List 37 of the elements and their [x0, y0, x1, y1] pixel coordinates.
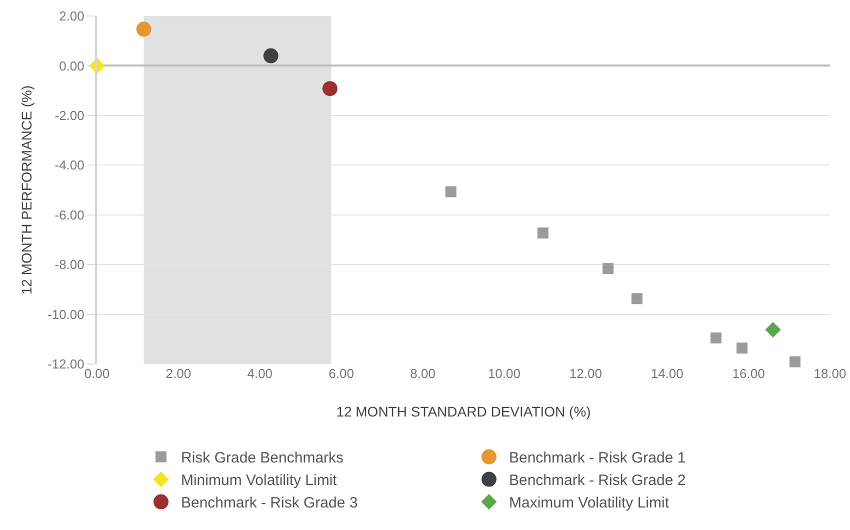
x-tick-label: 10.00	[488, 366, 520, 381]
y-tick-label: -6.00	[54, 207, 84, 222]
y-tick-label: 2.00	[59, 8, 84, 24]
legend-label: Benchmark - Risk Grade 2	[508, 472, 686, 490]
legend-label: Minimum Volatility Limit	[180, 472, 338, 490]
y-tick-label: -10.00	[48, 306, 84, 322]
y-tick-label: -2.00	[54, 108, 84, 123]
x-tick-label: 6.00	[328, 366, 354, 381]
x-tick-label: 2.00	[166, 366, 192, 381]
point	[445, 186, 456, 198]
legend-label: Risk Grade Benchmarks	[180, 450, 344, 467]
y-tick-label: -8.00	[54, 257, 84, 272]
y-tick-label: -12.00	[48, 356, 84, 372]
legend-label: Maximum Volatility Limit	[508, 494, 670, 512]
point	[537, 228, 548, 238]
point	[602, 263, 614, 274]
y-axis-title: 12 MONTH PERFORMANCE (%)	[18, 85, 35, 295]
legend-label: Benchmark - Risk Grade 3	[180, 494, 358, 512]
y-tick-label: 0.00	[59, 58, 84, 74]
x-tick-label: 18.00	[814, 366, 846, 381]
legend-label: Benchmark - Risk Grade 1	[508, 450, 686, 467]
point	[710, 332, 722, 344]
x-tick-label: 0.00	[84, 366, 110, 381]
point	[322, 81, 338, 96]
point	[263, 48, 278, 64]
x-tick-label: 16.00	[732, 366, 765, 381]
point	[736, 342, 748, 354]
point	[789, 356, 800, 368]
x-tick-label: 8.00	[410, 366, 436, 381]
point	[136, 22, 152, 37]
x-tick-label: 4.00	[247, 366, 273, 381]
point	[631, 293, 642, 304]
x-tick-label: 14.00	[650, 366, 684, 381]
y-tick-label: -4.00	[54, 158, 84, 173]
x-tick-label: 12.00	[569, 366, 602, 381]
x-axis-title: 12 MONTH STANDARD DEVIATION (%)	[336, 403, 591, 420]
point	[765, 322, 781, 338]
